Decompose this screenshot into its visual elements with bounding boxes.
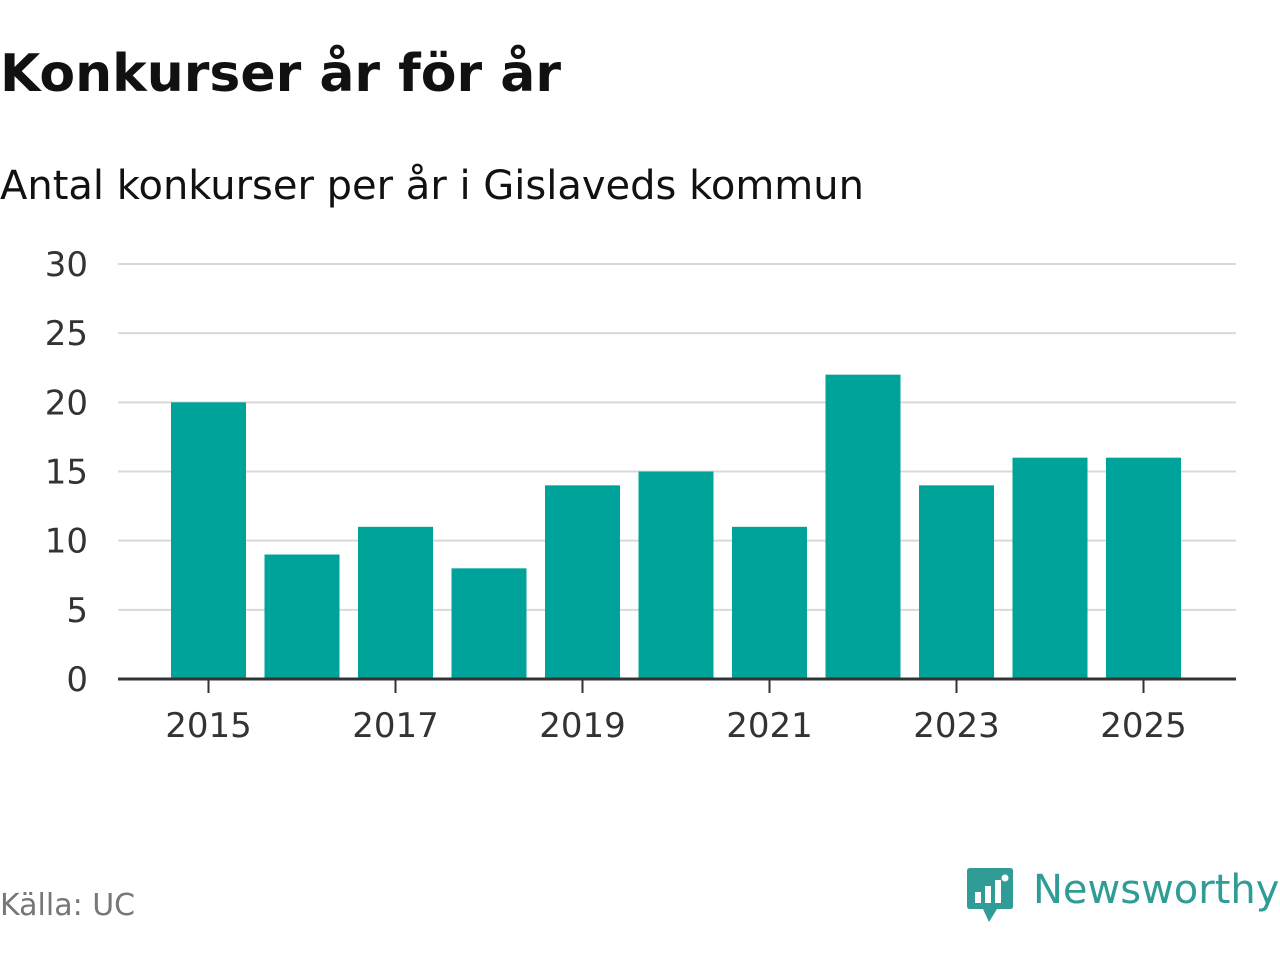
x-tick-label: 2025: [1100, 706, 1187, 746]
bar-2021: [732, 526, 807, 679]
bars: [171, 374, 1181, 679]
x-tick-label: 2019: [539, 706, 626, 746]
bar-2017: [358, 526, 433, 679]
x-tick-label: 2021: [726, 706, 813, 746]
chart-subtitle: Antal konkurser per år i Gislaveds kommu…: [0, 163, 864, 209]
x-tick-label: 2017: [352, 706, 439, 746]
y-tick-label: 30: [45, 245, 88, 285]
source-note: Källa: UC: [0, 888, 136, 923]
bar-2015: [171, 402, 246, 679]
y-tick-label: 15: [45, 453, 88, 493]
bar-2023: [919, 485, 994, 679]
y-tick-label: 5: [66, 591, 88, 631]
bar-2024: [1012, 457, 1088, 679]
brand-name: Newsworthy: [1033, 867, 1280, 913]
bar-2020: [638, 471, 714, 679]
newsworthy-logo-icon: [967, 868, 1013, 922]
y-tick-label: 20: [45, 383, 88, 423]
bar-2025: [1106, 457, 1181, 679]
x-tick-label: 2023: [913, 706, 1000, 746]
x-tick-label: 2015: [165, 706, 252, 746]
y-tick-label: 25: [45, 314, 88, 354]
y-tick-label: 10: [45, 522, 88, 562]
bar-2019: [545, 485, 620, 679]
chart-title: Konkurser år för år: [0, 44, 562, 104]
bar-2016: [264, 554, 340, 679]
bar-2018: [451, 568, 527, 679]
y-tick-label: 0: [66, 660, 88, 700]
bar-2022: [825, 374, 901, 679]
newsworthy-logo: Newsworthy: [965, 866, 1279, 926]
